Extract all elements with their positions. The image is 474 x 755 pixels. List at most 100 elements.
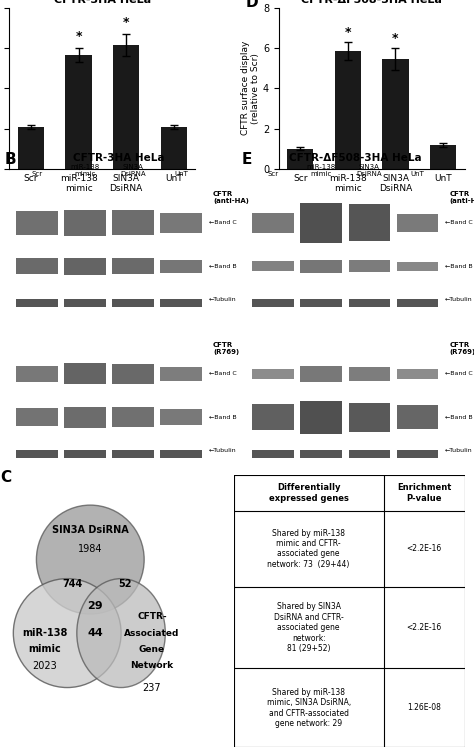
Bar (113, 45, 139, 169)
Bar (160, 213, 202, 233)
Bar (64, 210, 106, 236)
Text: CFTR
(anti-HA): CFTR (anti-HA) (449, 191, 474, 205)
Bar (252, 404, 294, 430)
Text: Associated: Associated (124, 629, 180, 637)
Text: E: E (241, 152, 252, 167)
Text: *: * (123, 16, 129, 29)
Ellipse shape (36, 505, 144, 614)
Bar (64, 407, 106, 428)
Text: *: * (392, 32, 399, 45)
Text: UnT: UnT (410, 171, 424, 177)
Text: *: * (345, 26, 351, 39)
Bar (348, 260, 390, 272)
Bar (160, 450, 202, 458)
Text: CFTR-: CFTR- (137, 612, 167, 621)
Bar (301, 203, 342, 242)
Bar (301, 450, 342, 458)
Text: 2023: 2023 (33, 661, 57, 670)
Bar (397, 368, 438, 379)
Text: ←Band C: ←Band C (445, 371, 473, 377)
Bar (160, 367, 202, 381)
Bar (161, 128, 187, 169)
Text: mimic: mimic (29, 645, 62, 655)
Bar (16, 366, 58, 382)
Bar (16, 408, 58, 427)
Text: D: D (246, 0, 258, 10)
Bar (301, 260, 342, 273)
Bar (430, 145, 456, 169)
Bar (112, 258, 154, 274)
Text: 744: 744 (63, 579, 83, 589)
Bar (301, 366, 342, 382)
Text: Gene: Gene (139, 645, 165, 654)
Text: Differentially
expressed genes: Differentially expressed genes (269, 483, 348, 503)
Bar (397, 405, 438, 429)
Text: Scr: Scr (31, 171, 42, 177)
Bar (16, 258, 58, 274)
Bar (112, 450, 154, 458)
Text: ←Tubulin: ←Tubulin (209, 448, 236, 452)
Text: ←Tubulin: ←Tubulin (209, 297, 236, 301)
Text: UnT: UnT (174, 171, 188, 177)
Bar (64, 257, 106, 275)
Bar (65, 55, 91, 169)
Bar (160, 409, 202, 425)
Text: ←Band C: ←Band C (209, 371, 237, 377)
Text: SIN3A DsiRNA: SIN3A DsiRNA (52, 525, 128, 535)
Text: <2.2E-16: <2.2E-16 (407, 623, 442, 632)
Text: miR-138
mimic: miR-138 mimic (70, 164, 100, 177)
Bar (397, 214, 438, 232)
Bar (348, 450, 390, 458)
Bar (397, 450, 438, 458)
Bar (160, 299, 202, 307)
Bar (383, 59, 409, 169)
Text: Enrichment
P-value: Enrichment P-value (397, 483, 451, 503)
Text: Scr: Scr (267, 171, 279, 177)
Text: ←Band B: ←Band B (209, 263, 236, 269)
Bar (252, 450, 294, 458)
Bar (64, 299, 106, 307)
Text: Shared by miR-138
mimic and CFTR-
associated gene
network: 73  (29+44): Shared by miR-138 mimic and CFTR- associ… (267, 528, 350, 569)
Bar (16, 450, 58, 458)
Text: SIN3A
DsiRNA: SIN3A DsiRNA (120, 164, 146, 177)
Bar (112, 211, 154, 236)
Bar (301, 401, 342, 433)
Text: C: C (0, 470, 11, 485)
Bar (348, 205, 390, 242)
Text: CFTR
(R769): CFTR (R769) (213, 342, 239, 356)
Text: miR-138
mimic: miR-138 mimic (307, 164, 336, 177)
Ellipse shape (77, 578, 165, 688)
Title: CFTR-ΔF508-3HA HeLa: CFTR-ΔF508-3HA HeLa (289, 153, 421, 163)
Text: ←Band C: ←Band C (209, 220, 237, 226)
Bar (301, 299, 342, 307)
Text: SIN3A
DsiRNA: SIN3A DsiRNA (356, 164, 382, 177)
Ellipse shape (13, 578, 121, 688)
Text: 44: 44 (87, 628, 103, 638)
Bar (348, 367, 390, 381)
Text: ←Tubulin: ←Tubulin (445, 448, 473, 452)
Text: ←Band B: ←Band B (445, 263, 473, 269)
Bar (18, 127, 44, 169)
Bar (348, 299, 390, 307)
Bar (348, 403, 390, 432)
Text: 52: 52 (118, 579, 132, 589)
Bar (252, 261, 294, 272)
Bar (64, 363, 106, 384)
Title: CFTR-ΔF508-3HA HeLa: CFTR-ΔF508-3HA HeLa (301, 0, 442, 5)
Text: ←Band B: ←Band B (445, 414, 473, 420)
Text: 1984: 1984 (78, 544, 102, 553)
Text: 1.26E-08: 1.26E-08 (407, 704, 441, 713)
Y-axis label: CFTR surface display
(relative to Scr): CFTR surface display (relative to Scr) (241, 41, 260, 135)
Text: Shared by miR-138
mimic, SIN3A DsiRNA,
and CFTR-associated
gene network: 29: Shared by miR-138 mimic, SIN3A DsiRNA, a… (266, 688, 351, 728)
Bar (16, 211, 58, 235)
Text: ←Tubulin: ←Tubulin (445, 297, 473, 301)
Text: 237: 237 (143, 683, 161, 692)
Bar (112, 408, 154, 427)
Text: 29: 29 (87, 601, 103, 611)
Text: Shared by SIN3A
DsiRNA and CFTR-
associated gene
network:
81 (29+52): Shared by SIN3A DsiRNA and CFTR- associa… (274, 602, 344, 653)
Text: Network: Network (130, 661, 173, 670)
Bar (112, 299, 154, 307)
Text: miR-138: miR-138 (22, 628, 68, 638)
Bar (252, 368, 294, 379)
Title: CFTR-3HA HeLa: CFTR-3HA HeLa (54, 0, 151, 5)
